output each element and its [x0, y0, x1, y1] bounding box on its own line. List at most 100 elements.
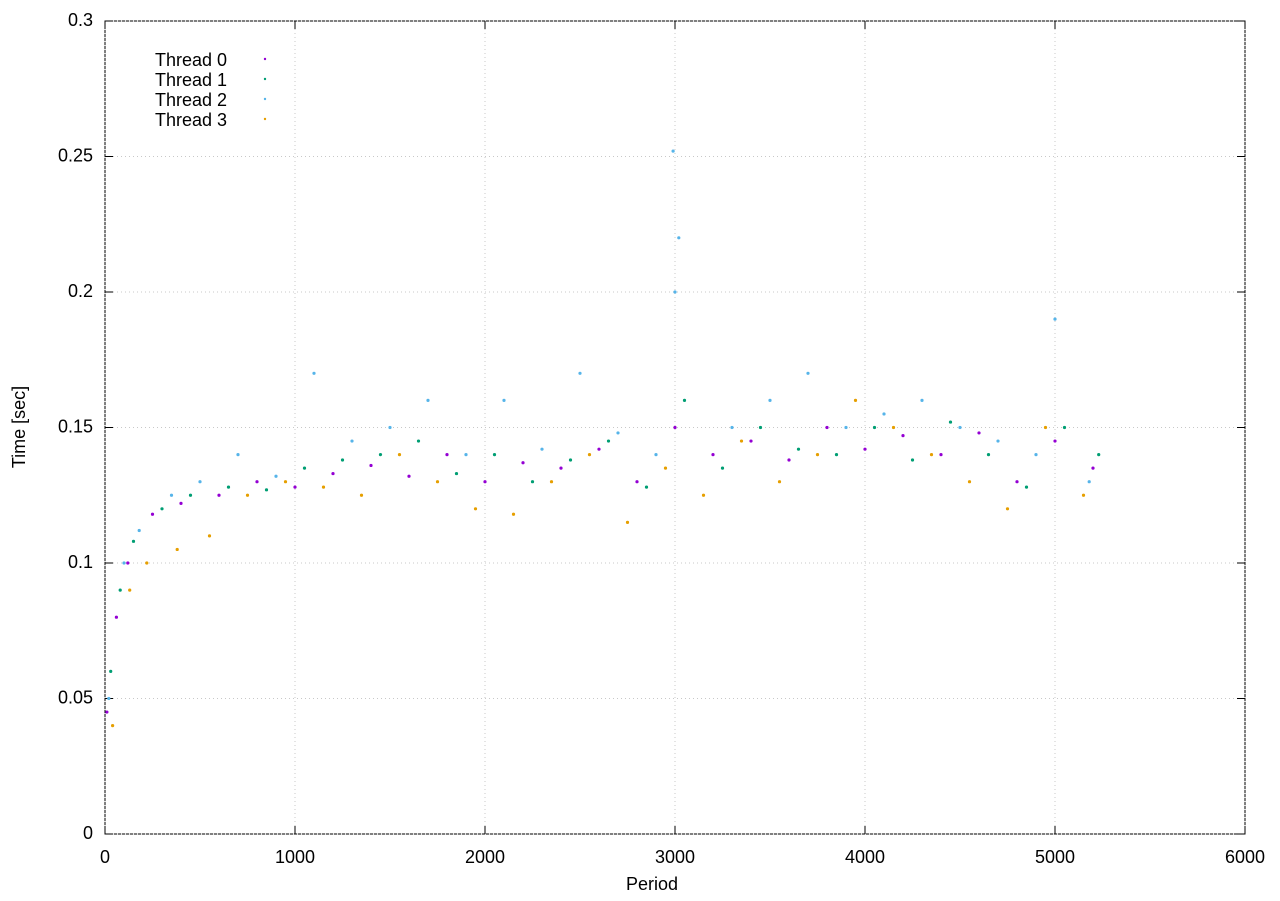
x-tick-label: 5000 — [1035, 847, 1075, 867]
legend-marker — [263, 117, 267, 121]
point — [145, 561, 149, 565]
point — [578, 371, 582, 375]
point — [967, 480, 972, 484]
point — [549, 480, 554, 484]
x-tick-label: 2000 — [465, 847, 505, 867]
point — [1015, 480, 1019, 484]
point — [264, 488, 269, 492]
point — [958, 425, 962, 430]
point — [131, 539, 136, 543]
point — [350, 439, 354, 443]
point — [844, 425, 848, 430]
point — [720, 466, 725, 470]
point — [863, 447, 867, 451]
x-tick-label: 6000 — [1225, 847, 1265, 867]
point — [492, 453, 497, 457]
point — [625, 520, 630, 524]
point — [435, 480, 440, 484]
y-tick-label: 0 — [83, 823, 93, 843]
x-tick-label: 3000 — [655, 847, 695, 867]
point — [179, 501, 183, 505]
y-tick-label: 0.3 — [68, 10, 93, 30]
point — [255, 480, 259, 484]
point — [758, 425, 763, 430]
point — [207, 534, 212, 538]
point — [777, 480, 782, 484]
point — [1091, 466, 1095, 470]
x-axis-label: Period — [626, 874, 678, 894]
y-axis-label: Time [sec] — [9, 386, 29, 468]
point — [825, 425, 829, 430]
legend-label: Thread 1 — [155, 70, 227, 90]
point — [293, 485, 297, 489]
legend-label: Thread 2 — [155, 90, 227, 110]
y-tick-label: 0.15 — [58, 416, 93, 436]
point — [730, 425, 734, 430]
point — [882, 412, 886, 416]
point — [407, 474, 411, 478]
point — [673, 290, 677, 294]
point — [169, 493, 174, 497]
point — [188, 493, 193, 497]
y-tick-label: 0.05 — [58, 687, 93, 707]
point — [217, 493, 221, 497]
legend-marker — [263, 97, 267, 101]
point — [150, 512, 155, 516]
point — [312, 371, 316, 375]
x-tick-label: 0 — [100, 847, 110, 867]
point — [122, 561, 126, 565]
point — [891, 425, 896, 430]
point — [671, 149, 675, 153]
point — [559, 466, 563, 470]
point — [540, 447, 544, 451]
point — [568, 458, 573, 462]
point — [128, 588, 132, 592]
point — [321, 485, 326, 489]
y-tick-label: 0.1 — [68, 552, 93, 572]
point — [1062, 425, 1067, 430]
point — [473, 507, 478, 511]
legend-marker — [263, 77, 267, 81]
point — [302, 466, 307, 470]
point — [996, 439, 1000, 443]
point — [1043, 425, 1048, 430]
point — [1053, 439, 1057, 443]
point — [901, 434, 905, 438]
point — [530, 480, 535, 484]
point — [111, 724, 115, 728]
point — [226, 485, 231, 489]
point — [521, 461, 525, 465]
point — [378, 453, 383, 457]
point — [274, 474, 278, 478]
point — [416, 439, 421, 443]
point — [1005, 507, 1010, 511]
point — [597, 447, 601, 451]
point — [454, 471, 459, 476]
point — [283, 480, 288, 484]
legend-marker — [263, 57, 267, 61]
point — [1081, 493, 1086, 497]
point — [105, 710, 109, 714]
point — [853, 398, 858, 402]
point — [948, 420, 953, 424]
point — [1097, 453, 1101, 457]
point — [929, 453, 934, 457]
point — [331, 471, 335, 476]
point — [126, 561, 130, 565]
point — [426, 398, 430, 402]
point — [483, 480, 487, 484]
point — [939, 453, 943, 457]
point — [175, 547, 179, 552]
point — [635, 480, 639, 484]
point — [768, 398, 772, 402]
point — [1024, 485, 1029, 489]
point — [397, 453, 402, 457]
point — [739, 439, 744, 443]
point — [872, 425, 877, 430]
point — [616, 431, 620, 435]
point — [677, 236, 681, 240]
point — [787, 458, 791, 462]
point — [834, 453, 839, 457]
point — [1034, 453, 1038, 457]
